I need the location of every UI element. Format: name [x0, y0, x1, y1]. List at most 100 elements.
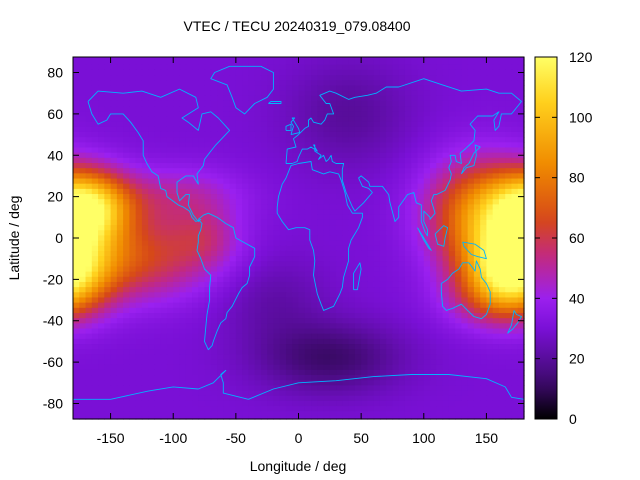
- heatmap-cell: [336, 219, 343, 226]
- heatmap-cell: [248, 163, 256, 169]
- heatmap-cell: [398, 271, 406, 278]
- heatmap-cell: [210, 173, 218, 180]
- heatmap-cell: [392, 69, 400, 76]
- heatmap-cell: [154, 111, 162, 118]
- heatmap-cell: [348, 307, 356, 314]
- heatmap-cell: [204, 261, 212, 268]
- heatmap-cell: [517, 390, 525, 397]
- heatmap-cell: [367, 276, 375, 283]
- heatmap-cell: [229, 116, 237, 123]
- heatmap-cell: [267, 323, 275, 330]
- heatmap-cell: [329, 214, 337, 221]
- heatmap-cell: [292, 302, 300, 309]
- heatmap-cell: [79, 173, 87, 180]
- heatmap-cell: [336, 199, 343, 205]
- heatmap-cell: [104, 380, 112, 386]
- heatmap-cell: [98, 142, 105, 149]
- heatmap-cell: [361, 230, 368, 237]
- heatmap-cell: [442, 400, 450, 407]
- heatmap-cell: [436, 333, 444, 340]
- heatmap-cell: [498, 276, 506, 283]
- heatmap-cell: [342, 199, 350, 205]
- heatmap-cell: [442, 209, 450, 216]
- heatmap-cell: [492, 121, 500, 128]
- heatmap-cell: [141, 245, 149, 252]
- heatmap-cell: [185, 400, 193, 407]
- heatmap-cell: [248, 75, 256, 81]
- heatmap-cell: [260, 131, 268, 138]
- heatmap-cell: [467, 121, 475, 128]
- heatmap-cell: [367, 90, 375, 97]
- heatmap-cell: [498, 240, 506, 247]
- heatmap-cell: [404, 385, 412, 392]
- heatmap-cell: [430, 142, 437, 149]
- heatmap-cell: [79, 80, 87, 87]
- heatmap-cell: [455, 194, 462, 200]
- heatmap-cell: [85, 281, 93, 288]
- heatmap-cell: [398, 131, 406, 138]
- heatmap-cell: [79, 142, 87, 149]
- heatmap-cell: [455, 69, 462, 76]
- heatmap-cell: [260, 85, 268, 92]
- heatmap-cell: [85, 116, 93, 123]
- heatmap-cell: [304, 168, 312, 174]
- heatmap-cell: [386, 385, 394, 392]
- heatmap-cell: [217, 163, 224, 169]
- heatmap-cell: [204, 178, 212, 185]
- heatmap-cell: [367, 69, 375, 76]
- heatmap-cell: [354, 111, 362, 118]
- heatmap-cell: [317, 287, 325, 293]
- heatmap-cell: [455, 333, 462, 340]
- heatmap-cell: [223, 333, 231, 340]
- heatmap-cell: [486, 235, 494, 242]
- heatmap-cell: [329, 137, 337, 143]
- heatmap-cell: [98, 349, 105, 355]
- heatmap-cell: [192, 163, 199, 169]
- heatmap-cell: [254, 240, 262, 247]
- heatmap-cell: [135, 271, 143, 278]
- heatmap-cell: [386, 359, 394, 366]
- heatmap-cell: [398, 307, 406, 314]
- heatmap-cell: [467, 395, 475, 402]
- heatmap-cell: [154, 297, 162, 304]
- heatmap-cell: [141, 225, 149, 231]
- heatmap-cell: [348, 344, 356, 350]
- heatmap-cell: [386, 266, 394, 273]
- heatmap-cell: [141, 323, 149, 330]
- heatmap-cell: [223, 261, 231, 268]
- heatmap-cell: [217, 287, 224, 293]
- heatmap-cell: [404, 90, 412, 97]
- heatmap-cell: [511, 318, 519, 324]
- heatmap-cell: [442, 168, 450, 174]
- heatmap-cell: [317, 59, 325, 66]
- heatmap-cell: [248, 328, 256, 335]
- heatmap-cell: [198, 178, 206, 185]
- heatmap-cell: [173, 126, 181, 133]
- heatmap-cell: [79, 256, 87, 262]
- heatmap-cell: [104, 323, 112, 330]
- heatmap-cell: [185, 183, 193, 190]
- heatmap-cell: [179, 400, 187, 407]
- heatmap-cell: [110, 406, 118, 412]
- heatmap-cell: [235, 235, 243, 242]
- heatmap-cell: [404, 395, 412, 402]
- heatmap-cell: [386, 333, 394, 340]
- heatmap-cell: [436, 137, 444, 143]
- heatmap-cell: [423, 276, 431, 283]
- heatmap-cell: [210, 245, 218, 252]
- heatmap-cell: [404, 287, 412, 293]
- heatmap-cell: [467, 194, 475, 200]
- heatmap-cell: [223, 57, 231, 61]
- heatmap-cell: [123, 369, 130, 376]
- heatmap-cell: [480, 85, 488, 92]
- heatmap-cell: [392, 106, 400, 112]
- heatmap-cell: [323, 173, 331, 180]
- heatmap-cell: [411, 64, 419, 71]
- heatmap-cell: [373, 390, 381, 397]
- heatmap-cell: [467, 106, 475, 112]
- heatmap-cell: [348, 59, 356, 66]
- heatmap-cell: [354, 359, 362, 366]
- heatmap-cell: [185, 390, 193, 397]
- heatmap-cell: [492, 147, 500, 154]
- heatmap-cell: [179, 328, 187, 335]
